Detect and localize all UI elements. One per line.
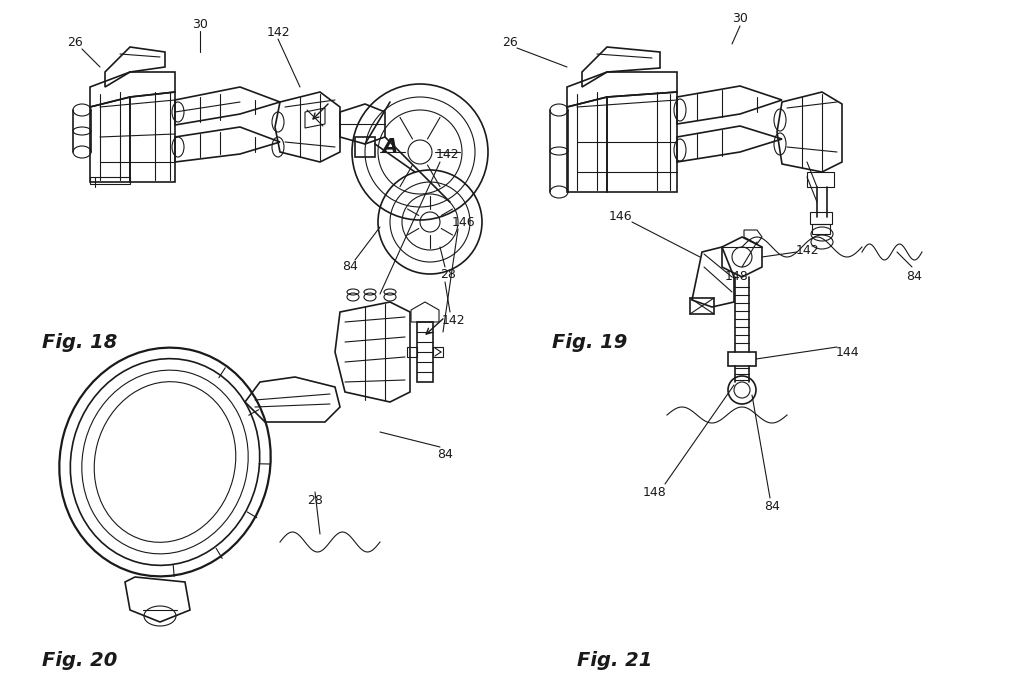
Text: 142: 142 — [435, 149, 459, 162]
Text: 144: 144 — [836, 346, 859, 359]
Text: 84: 84 — [437, 447, 453, 460]
Text: Fig. 20: Fig. 20 — [42, 651, 118, 670]
Text: 26: 26 — [68, 35, 83, 48]
Text: 148: 148 — [725, 269, 749, 282]
Text: Fig. 19: Fig. 19 — [552, 333, 628, 351]
Text: 148: 148 — [643, 486, 667, 499]
Text: 142: 142 — [796, 243, 819, 256]
Text: 28: 28 — [440, 267, 456, 280]
Text: 142: 142 — [266, 25, 290, 38]
Text: 146: 146 — [608, 211, 632, 224]
Text: 146: 146 — [452, 216, 475, 228]
Text: 84: 84 — [906, 269, 922, 282]
Text: 84: 84 — [764, 499, 780, 512]
Text: 30: 30 — [732, 12, 748, 25]
Text: 28: 28 — [307, 494, 323, 507]
Text: 142: 142 — [441, 314, 465, 327]
Text: Fig. 18: Fig. 18 — [42, 333, 118, 351]
Text: 26: 26 — [502, 35, 518, 48]
Text: Fig. 21: Fig. 21 — [578, 651, 652, 670]
Text: 30: 30 — [193, 18, 208, 31]
Text: 84: 84 — [342, 261, 358, 273]
Text: A: A — [382, 138, 397, 156]
